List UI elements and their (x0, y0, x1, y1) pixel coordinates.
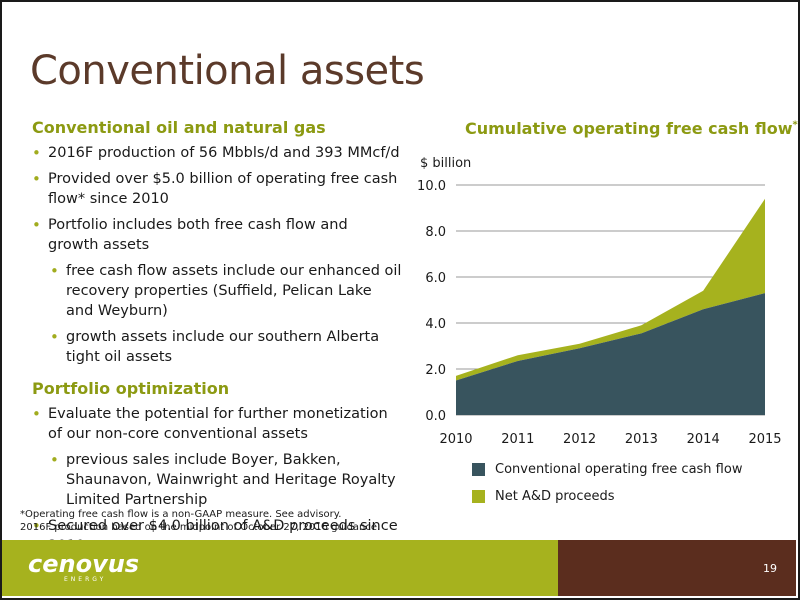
left-column: Conventional oil and natural gas 2016F p… (32, 118, 402, 562)
section-heading-conventional: Conventional oil and natural gas (32, 118, 326, 137)
chart-title: Cumulative operating free cash flow* (465, 119, 798, 138)
footnotes: *Operating free cash flow is a non-GAAP … (20, 508, 380, 534)
sub-bullet-eor: free cash flow assets include our enhanc… (50, 261, 402, 321)
footer-band-green (2, 540, 558, 596)
legend-label-ad: Net A&D proceeds (495, 489, 615, 504)
chart-title-text: Cumulative operating free cash flow (465, 119, 793, 138)
legend-label-conventional: Conventional operating free cash flow (495, 462, 743, 477)
x-tick-label: 2015 (748, 432, 781, 447)
legend-swatch-ad (472, 490, 485, 503)
footnote-ofcf: *Operating free cash flow is a non-GAAP … (20, 509, 342, 520)
chart-legend: Conventional operating free cash flow Ne… (472, 462, 742, 516)
bullet-portfolio: Portfolio includes both free cash flow a… (32, 215, 402, 255)
sub-bullet-previous-sales: previous sales include Boyer, Bakken, Sh… (50, 450, 402, 510)
y-tick-label: 0.0 (425, 409, 446, 424)
bullet-monetization: Evaluate the potential for further monet… (32, 404, 402, 444)
x-tick-label: 2013 (625, 432, 658, 447)
cumulative-cash-flow-chart: 0.0 2.0 4.0 6.0 8.0 10.0 $ billion 2010 2011 2012… (417, 156, 782, 447)
legend-swatch-conventional (472, 463, 485, 476)
legend-item-conventional: Conventional operating free cash flow (472, 462, 742, 477)
x-tick-label: 2014 (687, 432, 720, 447)
y-tick-label: 6.0 (425, 271, 446, 286)
y-tick-label: 10.0 (417, 179, 446, 194)
x-tick-label: 2012 (563, 432, 596, 447)
y-tick-label: 2.0 (425, 363, 446, 378)
bullet-production: 2016F production of 56 Mbbls/d and 393 M… (32, 143, 402, 163)
footer-band-brown (558, 540, 796, 596)
y-tick-label: 4.0 (425, 317, 446, 332)
legend-item-ad: Net A&D proceeds (472, 489, 742, 504)
x-tick-label: 2010 (439, 432, 472, 447)
slide-title: Conventional assets (30, 48, 425, 94)
y-tick-label: 8.0 (425, 225, 446, 240)
company-logo: cenovus (28, 550, 140, 578)
footnote-guidance: 2016F production based on the midpoint o… (20, 522, 381, 533)
y-axis-label: $ billion (420, 156, 471, 171)
series-area-conventional (456, 293, 765, 415)
section-heading-portfolio: Portfolio optimization (32, 379, 230, 398)
chart-title-mark: * (792, 119, 798, 131)
company-logo-subtext: ENERGY (64, 576, 107, 583)
sub-bullet-tight-oil: growth assets include our southern Alber… (50, 327, 402, 367)
x-tick-label: 2011 (501, 432, 534, 447)
page-number: 19 (763, 562, 777, 575)
bullet-free-cash-flow: Provided over $5.0 billion of operating … (32, 169, 402, 209)
